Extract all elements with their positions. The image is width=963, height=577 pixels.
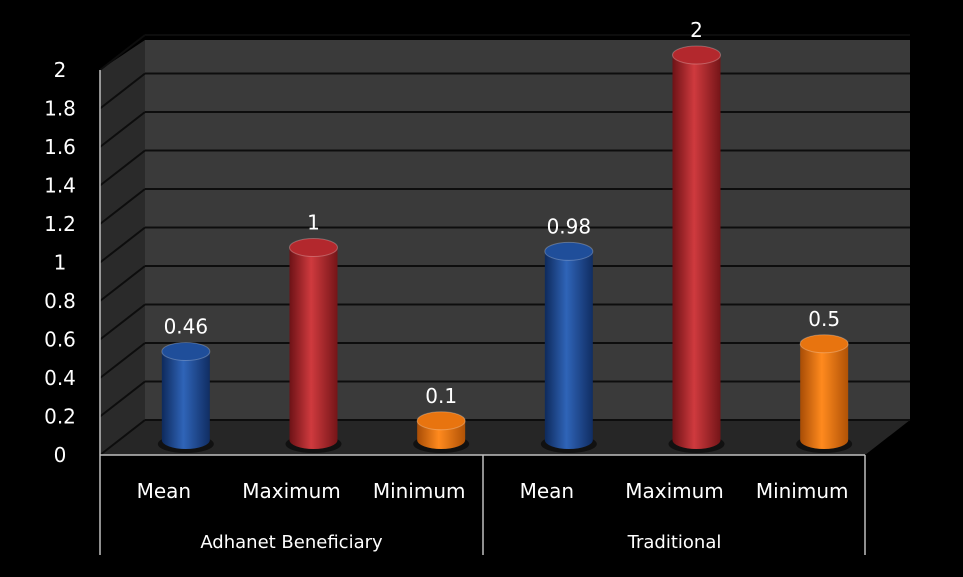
data-label: 0.1 <box>425 384 457 408</box>
y-tick-label: 0.8 <box>44 289 76 313</box>
x-category-label: Mean <box>520 479 575 503</box>
x-category-label: Maximum <box>242 479 341 503</box>
bar <box>796 334 853 453</box>
data-label: 0.98 <box>547 214 592 238</box>
bar-top <box>672 45 721 65</box>
y-tick-label: 0.4 <box>44 366 76 390</box>
data-label: 2 <box>690 18 703 42</box>
y-tick-label: 0 <box>54 443 67 467</box>
x-category-label: Minimum <box>373 479 466 503</box>
bar-body <box>544 251 593 449</box>
group-labels: Adhanet Beneficiary Traditional <box>200 532 721 553</box>
y-tick-label: 1 <box>54 251 67 275</box>
gridline-side <box>99 265 146 302</box>
bar <box>285 238 342 453</box>
x-group-label: Traditional <box>627 532 722 553</box>
category-labels: Mean Maximum Minimum Mean Maximum Minimum <box>137 479 849 503</box>
x-category-label: Mean <box>137 479 192 503</box>
x-category-label: Minimum <box>756 479 849 503</box>
chart-back-wall <box>145 40 910 420</box>
gridline-side <box>99 188 146 225</box>
bar-top <box>161 341 211 361</box>
data-label: 0.46 <box>164 314 209 338</box>
gridline-side <box>99 111 146 148</box>
gridline-side <box>99 380 146 418</box>
bar-body <box>161 351 210 449</box>
bar <box>413 411 470 453</box>
gridline-side <box>99 303 146 341</box>
gridline-side <box>99 419 146 456</box>
bar-body <box>289 247 338 449</box>
y-tick-label: 1.8 <box>44 97 76 121</box>
bar-body <box>800 343 849 449</box>
gridline-side <box>99 226 146 264</box>
y-tick-label: 2 <box>54 58 67 82</box>
gridline-side <box>99 72 146 110</box>
bar <box>157 341 214 453</box>
bar-series: 0.46 1 0.1 0.98 2 0.5 <box>157 18 853 453</box>
gridline-side <box>99 34 146 71</box>
x-group-label: Adhanet Beneficiary <box>200 532 383 553</box>
y-tick-label: 1.6 <box>44 135 76 159</box>
y-axis-tick-labels: 0 0.2 0.4 0.6 0.8 1 1.2 1.4 1.6 1.8 2 <box>44 58 76 467</box>
gridline-side <box>99 342 146 379</box>
gridlines <box>99 34 910 456</box>
bar-body <box>672 55 721 449</box>
bar-top <box>289 238 338 257</box>
bar-top <box>416 411 466 431</box>
bar <box>668 45 725 453</box>
y-tick-label: 1.2 <box>44 212 76 236</box>
y-tick-label: 0.2 <box>44 405 76 429</box>
gridline-side <box>99 149 146 187</box>
chart-floor <box>100 420 910 455</box>
x-category-label: Maximum <box>625 479 724 503</box>
data-label: 1 <box>307 211 320 235</box>
bar <box>540 241 597 453</box>
y-tick-label: 1.4 <box>44 174 76 198</box>
data-label: 0.5 <box>808 307 840 331</box>
y-tick-label: 0.6 <box>44 328 76 352</box>
bar-top <box>544 241 594 261</box>
bar-top <box>799 334 849 354</box>
